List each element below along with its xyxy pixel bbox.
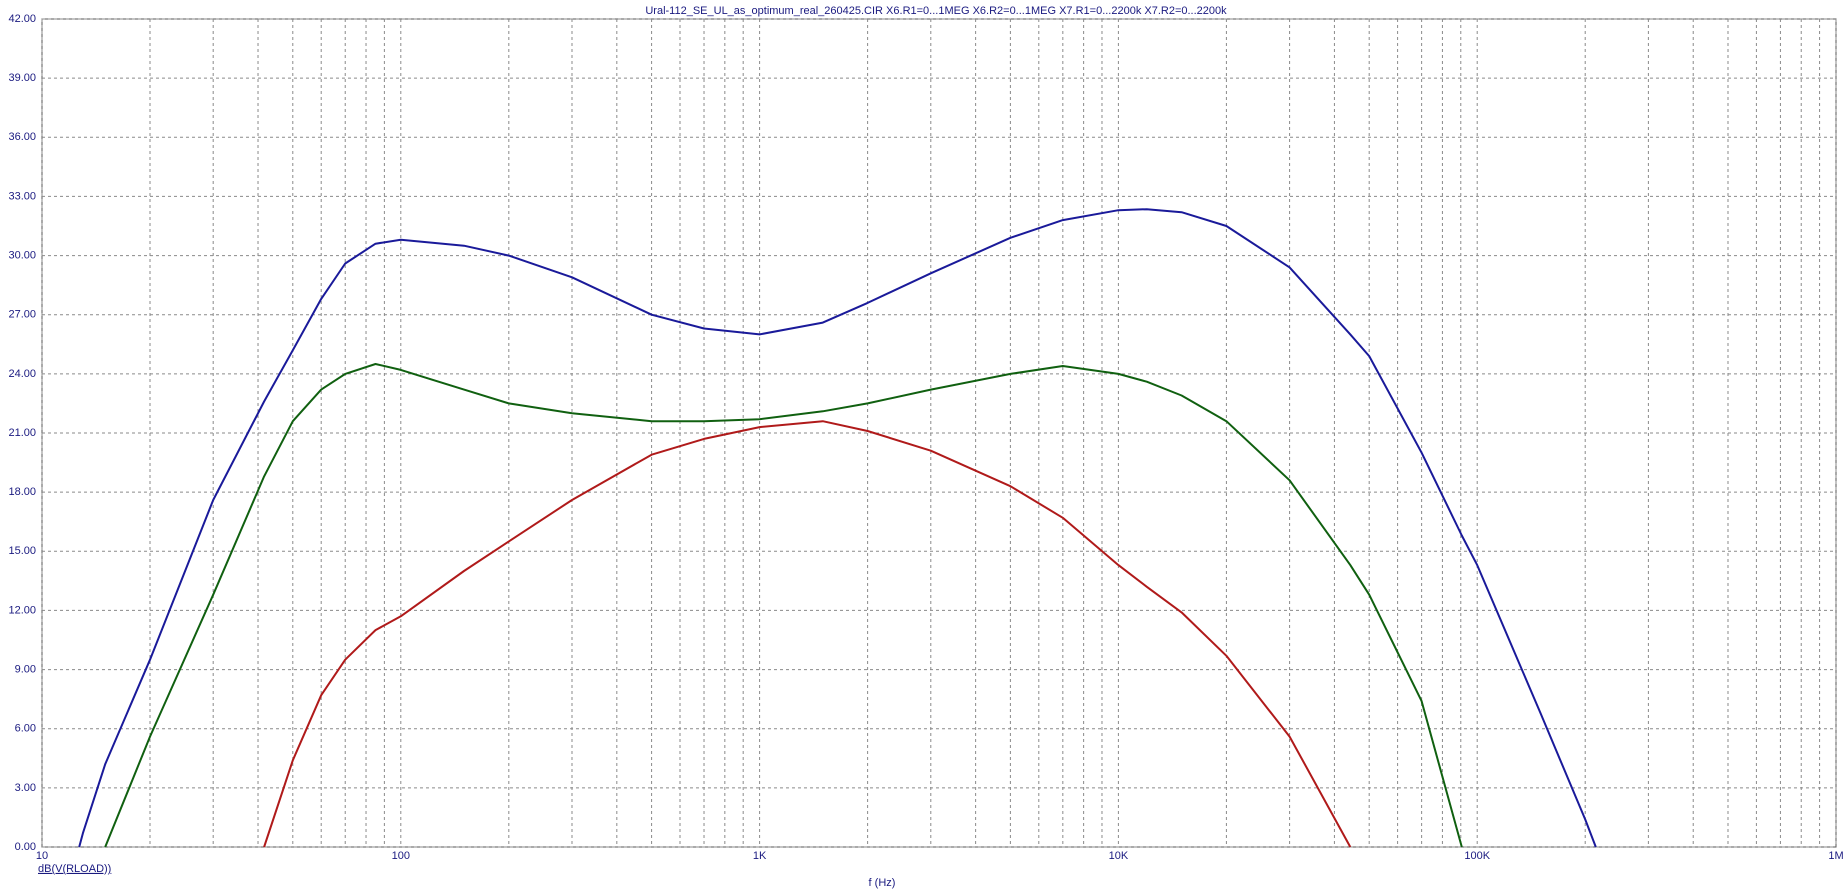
x-tick-label: 1M (1828, 850, 1843, 862)
y-tick-label: 12.00 (8, 604, 36, 616)
y-tick-label: 30.00 (8, 249, 36, 261)
y-tick-label: 3.00 (15, 782, 36, 794)
series-line (104, 363, 1463, 848)
y-tick-label: 39.00 (8, 72, 36, 84)
chart-title: Ural-112_SE_UL_as_optimum_real_260425.CI… (645, 5, 1227, 17)
y-tick-label: 21.00 (8, 427, 36, 439)
y-tick-label: 18.00 (8, 486, 36, 498)
x-tick-label: 1K (753, 850, 767, 862)
y-tick-label: 27.00 (8, 309, 36, 321)
x-tick-label: 10K (1109, 850, 1129, 862)
x-tick-label: 100K (1464, 850, 1490, 862)
y-tick-label: 24.00 (8, 368, 36, 380)
x-tick-label: 10 (36, 850, 48, 862)
y-tick-label: 6.00 (15, 723, 36, 735)
x-axis-label: f (Hz) (869, 877, 896, 889)
x-tick-label: 100 (392, 850, 410, 862)
y-tick-label: 42.00 (8, 13, 36, 25)
y-tick-label: 15.00 (8, 545, 36, 557)
y-tick-label: 0.00 (15, 841, 36, 853)
y-axis-label: dB(V(RLOAD)) (38, 863, 111, 875)
series-line (78, 208, 1597, 848)
y-tick-label: 9.00 (15, 663, 36, 675)
y-tick-label: 36.00 (8, 131, 36, 143)
series-line (263, 420, 1352, 848)
y-tick-label: 33.00 (8, 190, 36, 202)
